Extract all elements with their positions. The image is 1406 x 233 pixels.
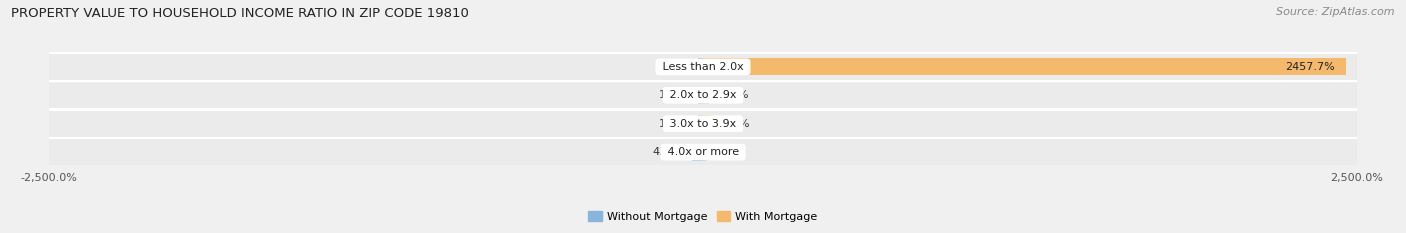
Bar (703, 115, 710, 132)
Bar (699, 58, 703, 75)
Legend: Without Mortgage, With Mortgage: Without Mortgage, With Mortgage (583, 207, 823, 226)
Text: 19.1%: 19.1% (658, 119, 695, 129)
Text: 4.0x or more: 4.0x or more (664, 147, 742, 157)
Bar (49, 54, 1357, 80)
Text: Source: ZipAtlas.com: Source: ZipAtlas.com (1277, 7, 1395, 17)
Text: 43.4%: 43.4% (652, 147, 688, 157)
Bar (49, 108, 1357, 111)
Text: 3.0x to 3.9x: 3.0x to 3.9x (666, 119, 740, 129)
Bar (697, 115, 703, 132)
Bar (49, 139, 1357, 165)
Text: 24.3%: 24.3% (713, 90, 749, 100)
Text: 2457.7%: 2457.7% (1285, 62, 1336, 72)
Bar (49, 82, 1357, 108)
Bar (49, 137, 1357, 139)
Text: 16.0%: 16.0% (711, 147, 747, 157)
Text: 18.8%: 18.8% (658, 90, 695, 100)
Bar (692, 144, 703, 161)
Text: 2.0x to 2.9x: 2.0x to 2.9x (666, 90, 740, 100)
Bar (699, 87, 703, 104)
Bar (703, 144, 707, 161)
Text: 18.3%: 18.3% (659, 62, 695, 72)
Bar (49, 111, 1357, 137)
Bar (49, 80, 1357, 82)
Bar (703, 87, 710, 104)
Bar (49, 51, 1357, 54)
Bar (703, 58, 1346, 75)
Text: 29.0%: 29.0% (714, 119, 749, 129)
Text: Less than 2.0x: Less than 2.0x (659, 62, 747, 72)
Text: PROPERTY VALUE TO HOUSEHOLD INCOME RATIO IN ZIP CODE 19810: PROPERTY VALUE TO HOUSEHOLD INCOME RATIO… (11, 7, 470, 20)
